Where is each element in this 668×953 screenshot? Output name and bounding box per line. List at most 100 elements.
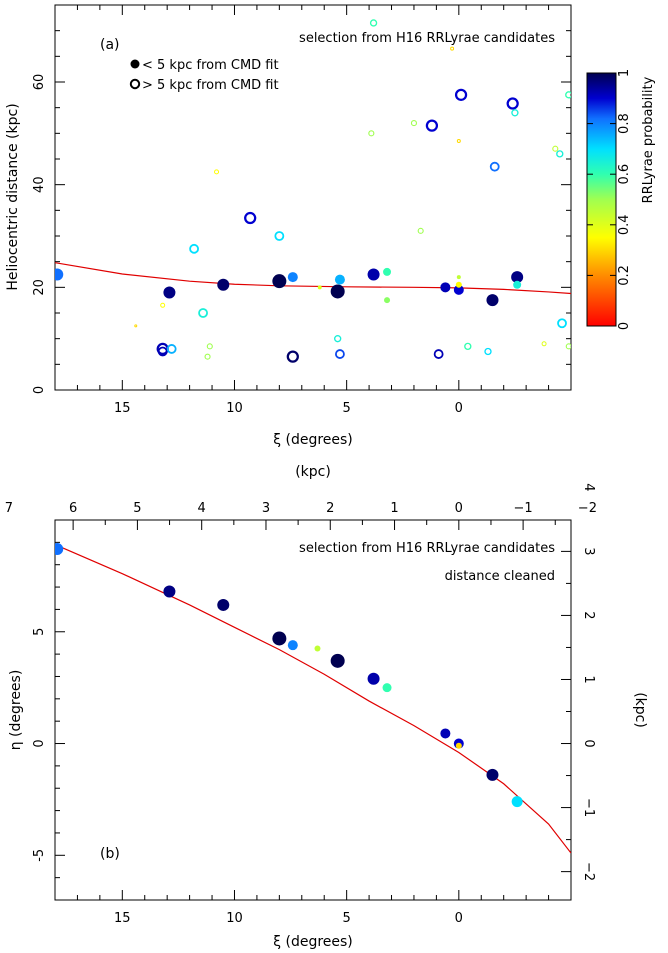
data-point [557, 318, 567, 329]
data-point [157, 346, 168, 357]
panel-b-top-axis-label: (kpc) [295, 464, 331, 480]
panel-b-ylabel: η (degrees) [8, 670, 24, 751]
colorbar-gradient [586, 72, 617, 327]
y-tick-label: 20 [32, 279, 47, 296]
data-point [330, 284, 345, 299]
data-point [272, 631, 287, 646]
data-point [511, 271, 524, 284]
data-point [384, 297, 391, 304]
data-point [367, 672, 380, 685]
data-point [272, 274, 287, 289]
panel-a-points [55, 19, 571, 363]
data-point [217, 278, 230, 291]
data-point [166, 344, 177, 354]
data-point [217, 598, 230, 611]
data-point [433, 349, 444, 359]
data-point [565, 343, 571, 350]
top-tick-label: 1 [390, 501, 398, 516]
fit-curve-line [55, 262, 571, 295]
data-point [204, 353, 211, 360]
y-tick-label: 60 [32, 74, 47, 91]
data-point [55, 543, 64, 556]
panel-a-xlabel: ξ (degrees) [273, 432, 353, 448]
data-point [455, 742, 462, 749]
panel-a-fit-curve [55, 262, 571, 295]
x-tick-label: 5 [343, 401, 351, 416]
data-point [274, 231, 285, 241]
colorbar-label: RRLyrae probability [641, 76, 656, 203]
colorbar-tick-label: 0.6 [617, 164, 632, 185]
panel-b-annotation-line-1: selection from H16 RRLyrae candidates [299, 541, 555, 556]
legend-filled-marker [130, 59, 140, 69]
data-point [454, 88, 468, 101]
data-point [556, 150, 564, 158]
panel-a-label: (a) [100, 37, 120, 53]
colorbar-tick-label: 0.2 [617, 265, 632, 286]
data-point [369, 19, 378, 27]
data-point [425, 119, 439, 132]
top-tick-label: 7 [5, 501, 13, 516]
data-point [214, 169, 220, 175]
right-tick-label: 0 [581, 739, 596, 747]
data-point [55, 268, 64, 281]
panel-b-right-axis-label: (kpc) [632, 692, 648, 728]
legend-open-label: > 5 kpc from CMD fit [142, 78, 279, 93]
data-point [334, 274, 345, 285]
data-point [382, 683, 392, 693]
data-point [160, 302, 166, 308]
top-tick-label: −2 [578, 501, 597, 516]
data-point [335, 349, 345, 359]
colorbar-tick-label: 0.8 [617, 113, 632, 134]
fit-curve-line [55, 544, 571, 854]
y-tick-label: 0 [32, 386, 47, 394]
data-point [464, 342, 472, 351]
right-tick-label: 3 [581, 547, 596, 555]
panel-b-xlabel: ξ (degrees) [273, 934, 353, 950]
data-point [453, 284, 464, 295]
x-tick-label: 5 [343, 911, 351, 926]
data-point [163, 585, 176, 598]
top-tick-label: 2 [326, 501, 334, 516]
data-point [456, 275, 461, 280]
panel-a-ylabel: Heliocentric distance (kpc) [5, 103, 21, 290]
top-tick-label: 6 [69, 501, 77, 516]
x-tick-label: 0 [455, 911, 463, 926]
panel-b-label: (b) [100, 846, 120, 862]
y-tick-label: 5 [32, 628, 47, 636]
data-point [189, 243, 199, 254]
legend-open-marker [129, 78, 141, 90]
data-point [440, 282, 451, 293]
data-point [486, 294, 499, 307]
data-point [484, 347, 492, 356]
right-tick-label: −2 [581, 862, 596, 881]
data-point [513, 280, 522, 289]
data-point [367, 268, 380, 281]
data-point [440, 728, 451, 739]
y-tick-label: 40 [32, 176, 47, 193]
x-tick-label: 10 [226, 401, 243, 416]
x-tick-label: 15 [114, 401, 131, 416]
colorbar: 0 0.2 0.4 0.6 0.8 1 RRLyrae probability [586, 69, 656, 330]
data-point [511, 109, 519, 117]
panel-a-frame [54, 4, 572, 391]
y-tick-label: 0 [32, 739, 47, 747]
data-point [417, 227, 424, 234]
top-tick-label: −1 [514, 501, 533, 516]
data-point [456, 139, 461, 144]
legend-filled-label: < 5 kpc from CMD fit [142, 58, 279, 73]
data-point [450, 46, 455, 51]
data-point [511, 796, 523, 808]
colorbar-tick-label: 0 [617, 322, 632, 330]
data-point [206, 343, 213, 350]
panel-b-fit-curve [55, 544, 571, 854]
data-point [541, 341, 547, 347]
data-point [163, 286, 176, 299]
data-point [334, 334, 342, 343]
right-tick-label: 2 [581, 611, 596, 619]
data-point [455, 281, 462, 288]
top-tick-label: 5 [133, 501, 141, 516]
y-tick-label: -5 [32, 849, 47, 862]
panel-a-annotation: selection from H16 RRLyrae candidates [299, 31, 555, 46]
